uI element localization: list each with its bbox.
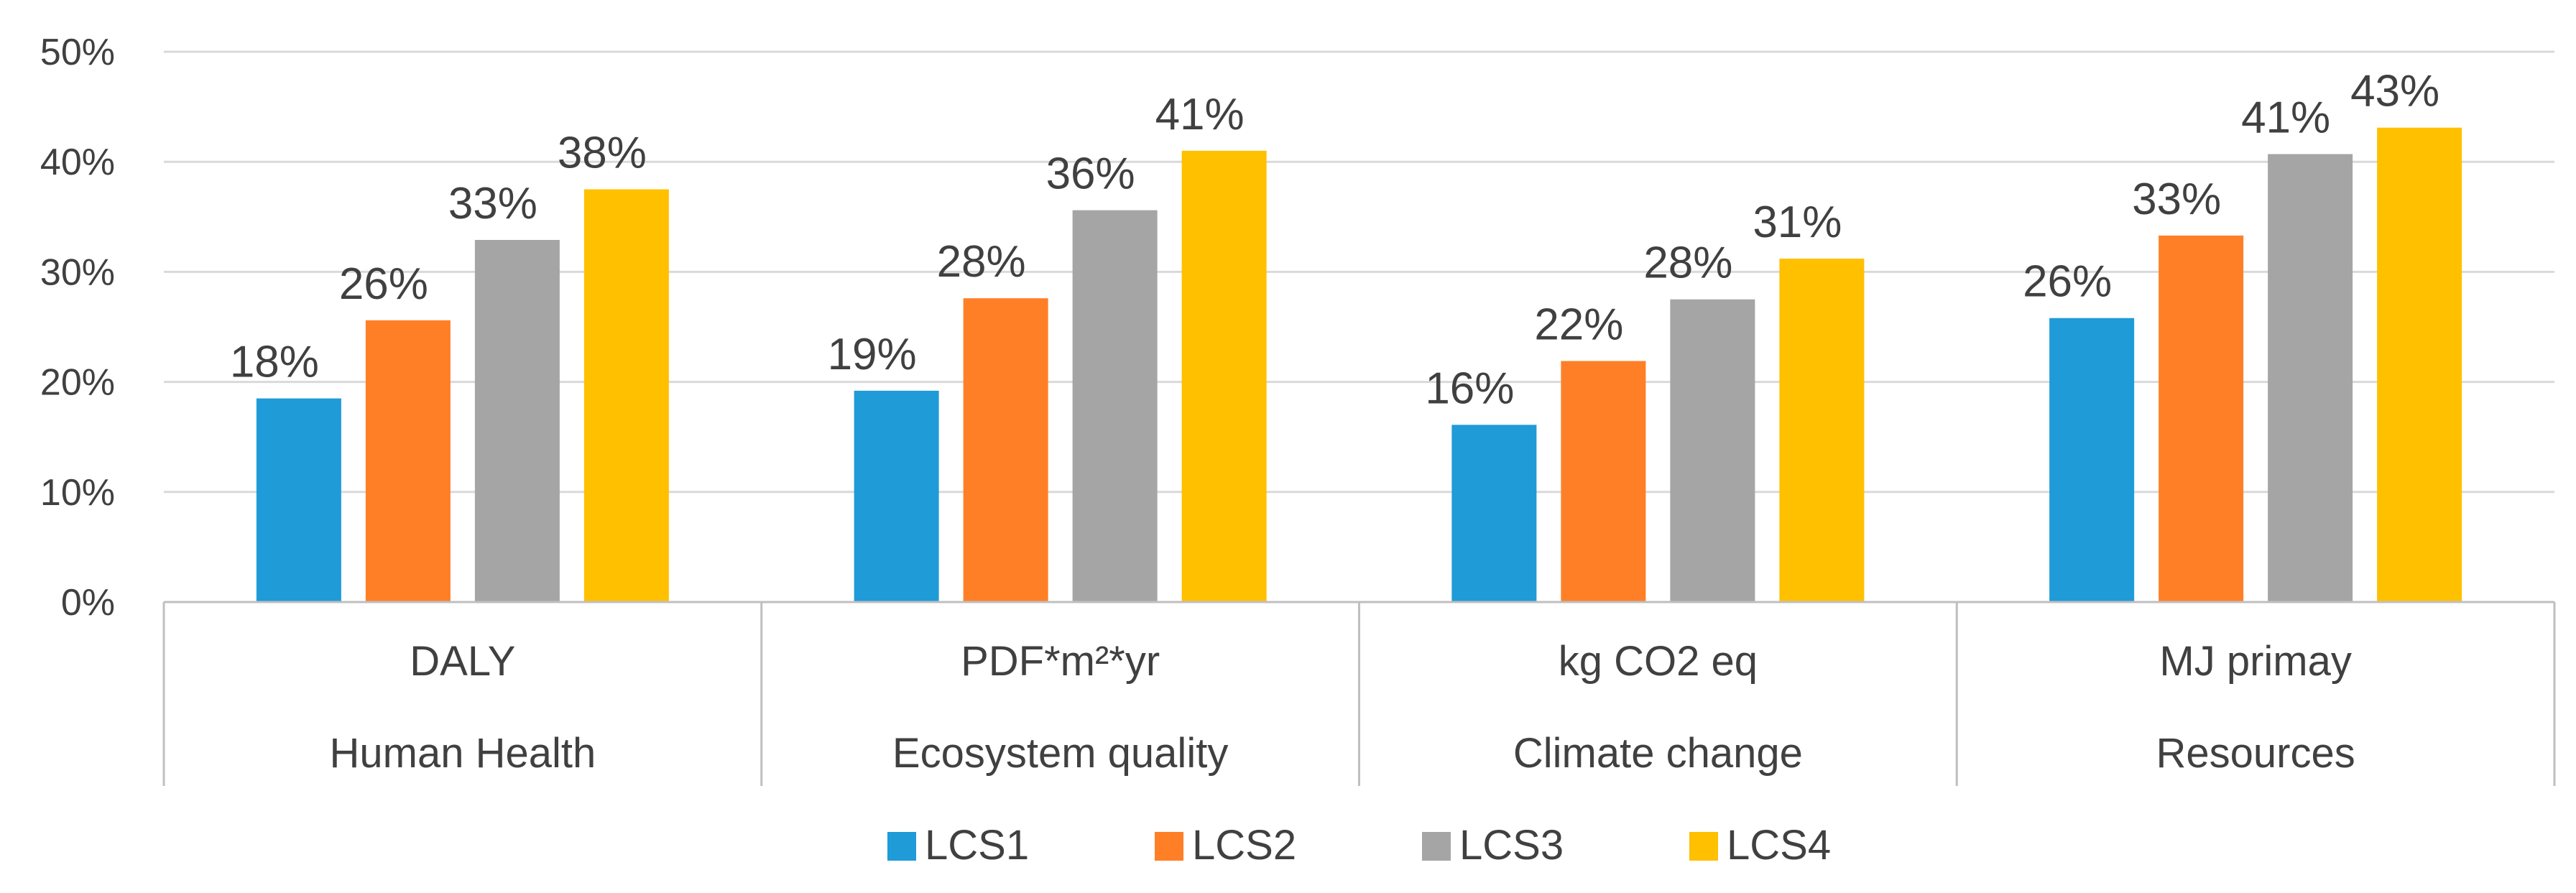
bar-lcs1-2 [1451,425,1537,602]
data-label: 18% [230,338,319,387]
data-label: 33% [448,179,537,228]
legend-label: LCS3 [1459,822,1564,869]
data-label: 22% [1534,300,1623,349]
y-tick-label: 0% [61,582,115,624]
data-label: 26% [2023,257,2112,307]
data-labels: 18% 26% 33% 38% 19% 28% 36% 41% 16% 22% 28% 31% 26% 3… [230,67,2439,414]
y-tick-label: 50% [40,32,115,73]
bar-lcs2-2 [1561,361,1646,602]
y-tick-label: 40% [40,142,115,183]
bar-lcs4-1 [1181,150,1267,602]
data-label: 38% [558,129,647,178]
data-label: 28% [937,237,1026,287]
y-tick-label: 10% [40,472,115,514]
legend-item-lcs2[interactable]: LCS2 [1155,822,1296,869]
category-name-label: Resources [2156,730,2355,777]
category-unit-label: DALY [410,638,515,685]
category-unit-label: MJ primay [2159,638,2351,685]
data-label: 36% [1046,149,1135,199]
y-tick-label: 20% [40,362,115,404]
category-unit-label: kg CO2 eq [1559,638,1758,685]
data-label: 28% [1643,239,1732,288]
data-label: 33% [2132,175,2221,224]
bars [256,127,2462,602]
bar-lcs4-0 [583,189,669,602]
legend-label: LCS2 [1192,822,1296,869]
bar-lcs3-0 [474,239,560,602]
legend-swatch [1689,832,1718,861]
bar-lcs2-0 [365,320,451,602]
category-unit-label: PDF*m²*yr [961,638,1160,685]
y-axis-ticks: 0% 10% 20% 30% 40% 50% [40,32,115,624]
legend-item-lcs3[interactable]: LCS3 [1422,822,1564,869]
legend-label: LCS1 [925,822,1029,869]
category-name-label: Human Health [330,730,596,777]
bar-lcs1-3 [2049,318,2135,602]
data-label: 16% [1425,364,1514,413]
bar-lcs2-1 [963,298,1048,602]
y-tick-label: 30% [40,251,115,293]
bar-lcs3-2 [1670,299,1755,602]
bar-lcs3-3 [2268,154,2353,602]
data-label: 31% [1753,198,1842,247]
data-label: 43% [2350,67,2439,116]
legend-swatch [1422,832,1451,861]
bar-lcs1-0 [256,398,341,602]
bar-lcs4-2 [1779,259,1865,602]
legend[interactable]: LCS1 LCS2 LCS3 LCS4 [887,822,1831,869]
data-label: 26% [339,259,428,309]
data-label: 19% [828,330,917,379]
data-label: 41% [1155,90,1245,139]
legend-item-lcs1[interactable]: LCS1 [887,822,1029,869]
bar-lcs3-1 [1072,210,1158,602]
category-axis: DALY Human Health PDF*m²*yr Ecosystem quali… [162,601,2556,786]
legend-label: LCS4 [1727,822,1831,869]
category-name-label: Ecosystem quality [892,730,1228,777]
legend-item-lcs4[interactable]: LCS4 [1689,822,1831,869]
legend-swatch [1155,832,1183,861]
bar-lcs1-1 [854,390,939,602]
legend-swatch [887,832,916,861]
bar-lcs4-3 [2377,127,2462,602]
data-label: 41% [2241,93,2330,142]
bar-lcs2-3 [2159,235,2244,602]
category-name-label: Climate change [1513,730,1803,777]
